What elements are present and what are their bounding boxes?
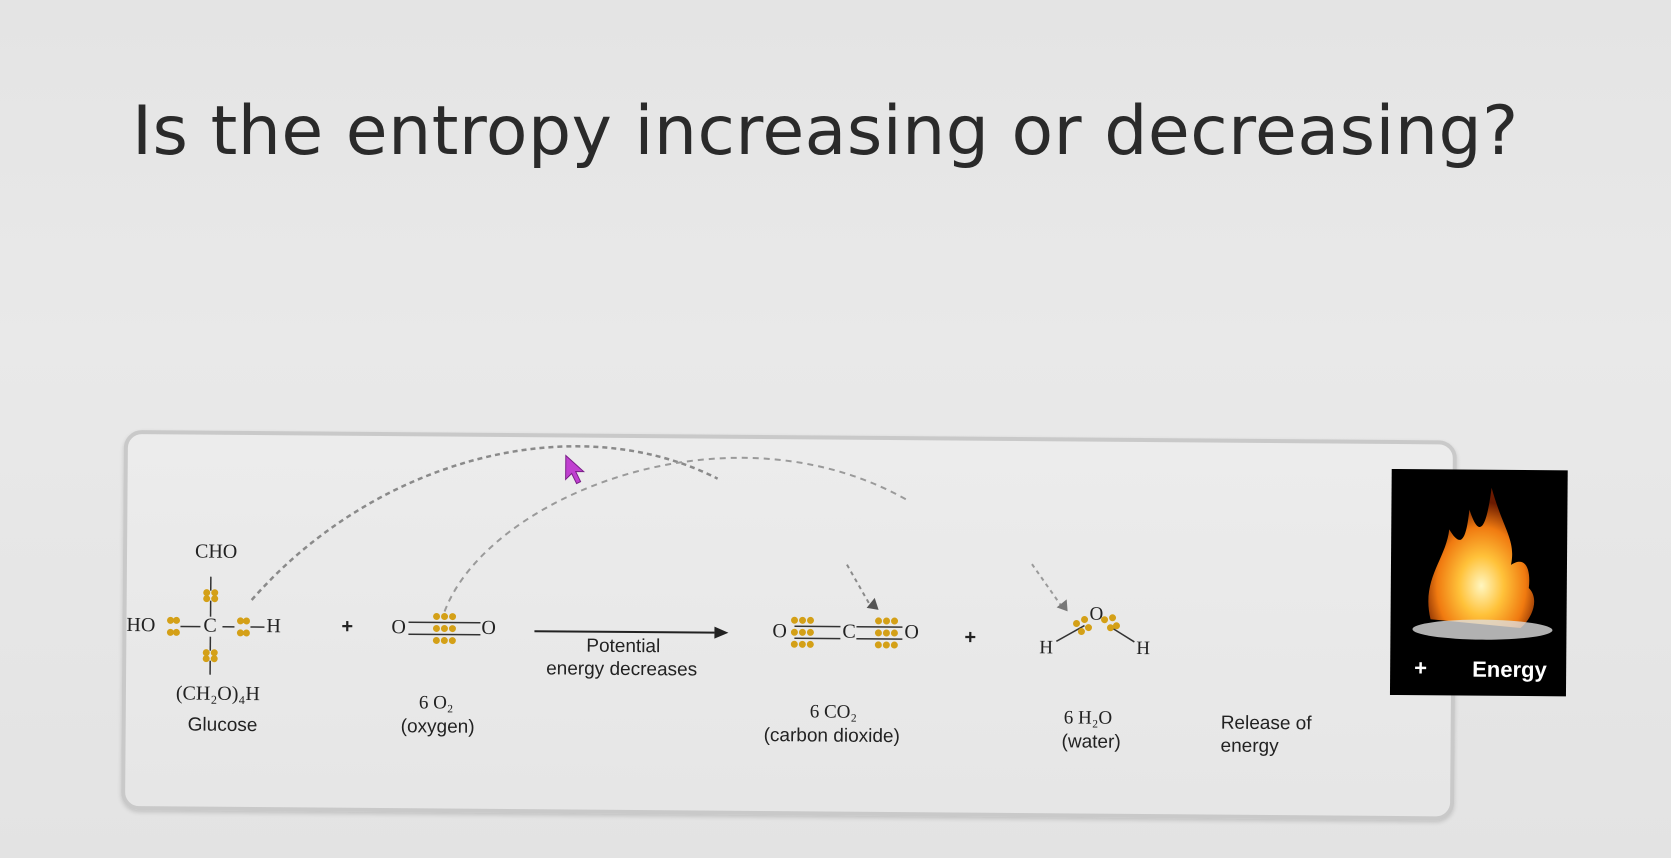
o2-name: (oxygen) xyxy=(400,716,475,738)
arrowhead-co2 xyxy=(866,597,879,610)
reaction-diagram: CHO HO C H (CH₂O)₄H Glucose + O O 6 O₂ (… xyxy=(121,430,1568,821)
co2-center-atom: C xyxy=(842,620,856,643)
co2-electron-pairs xyxy=(790,616,899,649)
h2o-right-atom: H xyxy=(1136,637,1151,660)
o2-formula: 6 O₂ xyxy=(418,692,454,714)
o2-left-atom: O xyxy=(391,616,406,639)
reaction-arrow-line xyxy=(534,630,715,634)
glucose-top-group: CHO xyxy=(194,540,238,563)
electron-path-arrow-h2o xyxy=(1031,563,1063,607)
o2-right-atom: O xyxy=(481,616,496,639)
flame-icon xyxy=(1412,487,1553,640)
co2-formula: 6 CO₂ xyxy=(809,701,858,723)
electron-path-arc-2 xyxy=(443,456,908,612)
mouse-cursor-icon xyxy=(565,454,585,485)
h2o-electron-pairs xyxy=(1073,614,1120,636)
electron-path-arc-1 xyxy=(250,445,719,601)
glucose-bottom-group: (CH₂O)₄H xyxy=(175,682,260,706)
energy-row: + Energy xyxy=(1390,643,1566,696)
glucose-electron-pairs xyxy=(166,589,251,663)
arrow-label-line2: energy decreases xyxy=(546,658,698,681)
glucose-name: Glucose xyxy=(187,714,258,737)
fire-photo: + Energy xyxy=(1389,468,1568,697)
h2o-bond-left xyxy=(1056,624,1085,642)
electron-path-arrow-co2 xyxy=(846,564,873,609)
reaction-arrowhead xyxy=(714,626,729,639)
o2-bond-bottom xyxy=(408,633,481,636)
arrowhead-h2o xyxy=(1056,599,1068,612)
h2o-formula: 6 H₂O xyxy=(1063,707,1113,729)
co2-left-atom: O xyxy=(772,620,787,643)
glucose-right-atom: H xyxy=(266,615,282,638)
co2-right-atom: O xyxy=(904,621,919,644)
h2o-left-atom: H xyxy=(1039,637,1054,659)
energy-plus: + xyxy=(1414,655,1428,681)
arrow-label-line1: Potential xyxy=(586,635,661,658)
plus-sign-1: + xyxy=(341,615,354,638)
h2o-center-atom: O xyxy=(1089,603,1104,625)
co2-name: (carbon dioxide) xyxy=(763,725,900,748)
energy-caption-line2: energy xyxy=(1220,735,1279,758)
o2-electron-pairs xyxy=(432,612,457,645)
glucose-left-group: HO xyxy=(126,614,156,637)
page-title: Is the entropy increasing or decreasing? xyxy=(132,92,1519,171)
o2-bond-top xyxy=(408,621,481,624)
energy-label: Energy xyxy=(1472,656,1547,683)
glucose-center-atom: C xyxy=(203,614,217,637)
energy-caption-line1: Release of xyxy=(1220,712,1312,735)
diagram-graphics xyxy=(166,445,1135,675)
plus-sign-2: + xyxy=(964,626,977,649)
h2o-name: (water) xyxy=(1061,731,1121,753)
